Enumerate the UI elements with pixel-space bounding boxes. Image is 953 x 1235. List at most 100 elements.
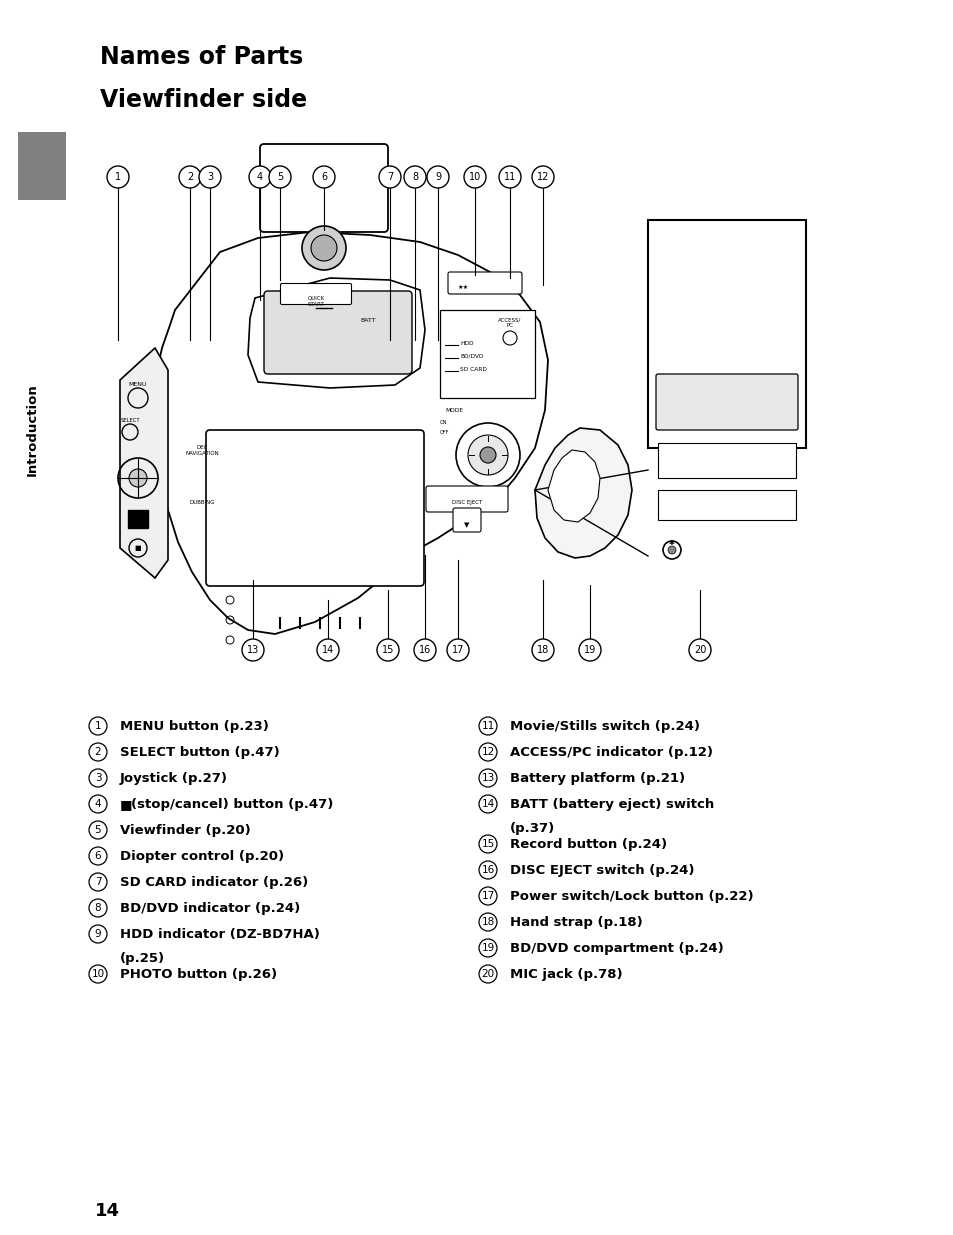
Text: 3: 3 xyxy=(94,773,101,783)
Text: 17: 17 xyxy=(452,645,464,655)
Circle shape xyxy=(89,769,107,787)
Text: ACCESS/PC indicator (p.12): ACCESS/PC indicator (p.12) xyxy=(510,746,712,760)
Text: 20: 20 xyxy=(693,645,705,655)
Text: 6: 6 xyxy=(94,851,101,861)
Circle shape xyxy=(242,638,264,661)
Text: BATT: BATT xyxy=(360,317,375,324)
Circle shape xyxy=(403,165,426,188)
Text: ✱: ✱ xyxy=(668,540,674,546)
Text: DISC EJECT switch (p.24): DISC EJECT switch (p.24) xyxy=(510,864,694,877)
Text: 12: 12 xyxy=(481,747,494,757)
Circle shape xyxy=(478,939,497,957)
Text: 2: 2 xyxy=(94,747,101,757)
Text: (p.25): (p.25) xyxy=(120,952,165,965)
Circle shape xyxy=(89,873,107,890)
Circle shape xyxy=(89,821,107,839)
Text: HDD: HDD xyxy=(459,341,473,346)
Text: 4: 4 xyxy=(256,172,263,182)
Text: 1: 1 xyxy=(94,721,101,731)
Text: OFF: OFF xyxy=(439,430,449,435)
Text: SELECT: SELECT xyxy=(120,417,140,424)
Text: SELECT button (p.47): SELECT button (p.47) xyxy=(120,746,279,760)
FancyBboxPatch shape xyxy=(448,272,521,294)
Circle shape xyxy=(478,743,497,761)
Polygon shape xyxy=(128,510,148,529)
Text: SD CARD indicator (p.26): SD CARD indicator (p.26) xyxy=(120,876,308,889)
Text: 18: 18 xyxy=(537,645,549,655)
FancyBboxPatch shape xyxy=(658,490,795,520)
Text: MENU: MENU xyxy=(129,382,147,387)
Circle shape xyxy=(447,638,469,661)
Text: 15: 15 xyxy=(481,839,494,848)
Text: 5: 5 xyxy=(276,172,283,182)
Text: HDD indicator (DZ-BD7HA): HDD indicator (DZ-BD7HA) xyxy=(120,927,319,941)
Circle shape xyxy=(313,165,335,188)
FancyBboxPatch shape xyxy=(453,508,480,532)
Text: MENU button (p.23): MENU button (p.23) xyxy=(120,720,269,734)
Circle shape xyxy=(89,743,107,761)
Text: 18: 18 xyxy=(481,918,494,927)
Text: QUICK
START: QUICK START xyxy=(307,296,324,306)
FancyBboxPatch shape xyxy=(658,443,795,478)
Circle shape xyxy=(478,913,497,931)
Text: PHOTO button (p.26): PHOTO button (p.26) xyxy=(120,968,276,981)
Circle shape xyxy=(688,638,710,661)
Text: 10: 10 xyxy=(468,172,480,182)
Text: 6: 6 xyxy=(320,172,327,182)
Text: 17: 17 xyxy=(481,890,494,902)
Text: 10: 10 xyxy=(91,969,105,979)
Circle shape xyxy=(89,965,107,983)
Text: 14: 14 xyxy=(95,1202,120,1220)
Text: ACCESS/
PC: ACCESS/ PC xyxy=(497,317,521,327)
Circle shape xyxy=(478,861,497,879)
Text: BD/DVD compartment (p.24): BD/DVD compartment (p.24) xyxy=(510,942,723,955)
Text: ON: ON xyxy=(439,420,447,425)
Circle shape xyxy=(249,165,271,188)
Circle shape xyxy=(107,165,129,188)
Text: Record button (p.24): Record button (p.24) xyxy=(510,839,666,851)
Circle shape xyxy=(311,235,336,261)
Circle shape xyxy=(89,795,107,813)
Circle shape xyxy=(89,847,107,864)
FancyBboxPatch shape xyxy=(426,487,507,513)
Text: 11: 11 xyxy=(481,721,494,731)
Text: Viewfinder (p.20): Viewfinder (p.20) xyxy=(120,824,251,837)
Text: 13: 13 xyxy=(247,645,259,655)
Text: DUBBING: DUBBING xyxy=(189,500,214,505)
Circle shape xyxy=(89,899,107,918)
Text: 16: 16 xyxy=(418,645,431,655)
FancyBboxPatch shape xyxy=(264,291,412,374)
Circle shape xyxy=(479,447,496,463)
Circle shape xyxy=(316,638,338,661)
Text: BD/DVD indicator (p.24): BD/DVD indicator (p.24) xyxy=(120,902,300,915)
Text: 11: 11 xyxy=(503,172,516,182)
Text: 3: 3 xyxy=(207,172,213,182)
FancyBboxPatch shape xyxy=(656,374,797,430)
Text: 7: 7 xyxy=(94,877,101,887)
Text: 9: 9 xyxy=(94,929,101,939)
Circle shape xyxy=(427,165,449,188)
Text: Battery platform (p.21): Battery platform (p.21) xyxy=(510,772,684,785)
Text: 7: 7 xyxy=(387,172,393,182)
Text: DEC
NAVIGATION: DEC NAVIGATION xyxy=(185,445,218,456)
Circle shape xyxy=(89,718,107,735)
Circle shape xyxy=(578,638,600,661)
Circle shape xyxy=(532,165,554,188)
Circle shape xyxy=(478,718,497,735)
Text: MODE: MODE xyxy=(444,408,462,412)
Text: 8: 8 xyxy=(412,172,417,182)
Text: 8: 8 xyxy=(94,903,101,913)
Circle shape xyxy=(478,965,497,983)
Polygon shape xyxy=(547,450,599,522)
Text: ■: ■ xyxy=(134,545,141,551)
Text: Diopter control (p.20): Diopter control (p.20) xyxy=(120,850,284,863)
Circle shape xyxy=(199,165,221,188)
Text: Joystick (p.27): Joystick (p.27) xyxy=(120,772,228,785)
Circle shape xyxy=(376,638,398,661)
Text: Hand strap (p.18): Hand strap (p.18) xyxy=(510,916,642,929)
Text: 13: 13 xyxy=(481,773,494,783)
Circle shape xyxy=(414,638,436,661)
Text: ■: ■ xyxy=(120,798,137,811)
Text: Viewfinder side: Viewfinder side xyxy=(100,88,307,112)
Circle shape xyxy=(498,165,520,188)
